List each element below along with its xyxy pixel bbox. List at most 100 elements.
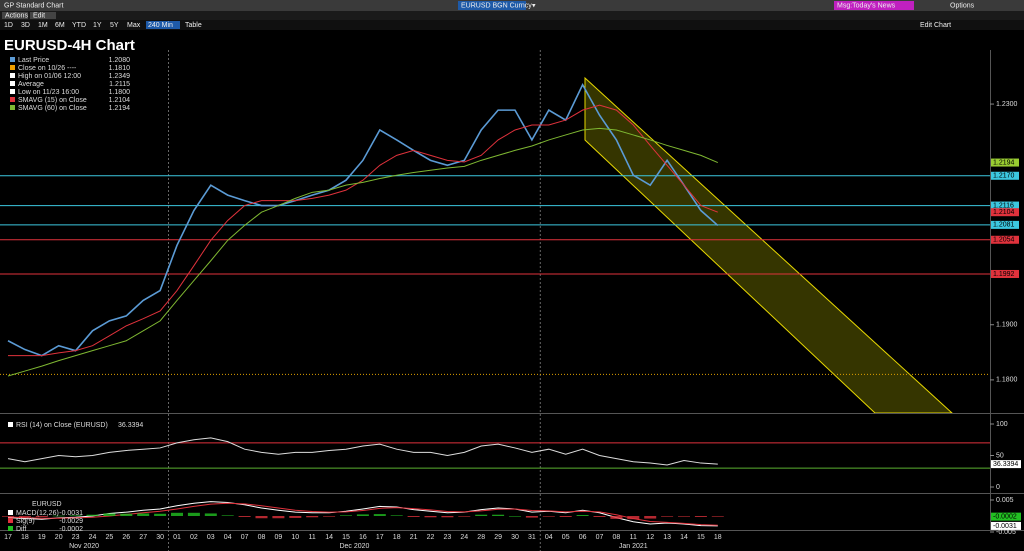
x-tick-label: 05 xyxy=(562,534,570,541)
x-tick-label: 04 xyxy=(545,534,553,541)
x-tick-label: 30 xyxy=(156,534,164,541)
legend-value: 1.2349 xyxy=(109,73,131,80)
x-tick-label: 01 xyxy=(173,534,181,541)
y-tick-label: 100 xyxy=(996,421,1008,428)
legend-swatch xyxy=(8,510,13,515)
legend-label: High on 01/06 12:00 xyxy=(18,73,81,80)
period-button[interactable]: Table xyxy=(185,22,202,29)
diff-bar xyxy=(711,516,724,517)
x-tick-label: 21 xyxy=(410,534,418,541)
series-line xyxy=(7,127,718,377)
legend-label: Close on 10/26 ---- xyxy=(18,65,77,72)
diff-bar xyxy=(221,515,234,516)
menu-button[interactable] xyxy=(2,12,28,19)
x-tick-label: 12 xyxy=(646,534,654,541)
diff-bar xyxy=(458,516,471,517)
news[interactable]: Msg:Today's News xyxy=(837,2,896,9)
diff-bar xyxy=(441,516,454,518)
ticker-box[interactable] xyxy=(458,1,526,10)
diff-bar xyxy=(2,516,14,517)
price-tag xyxy=(991,220,1019,229)
price-tag-label: 1.2081 xyxy=(993,222,1015,229)
legend-value: 1.1800 xyxy=(109,89,131,96)
edit-chart[interactable]: Edit Chart xyxy=(920,22,951,29)
diff-bar xyxy=(424,516,437,518)
diff-bar xyxy=(525,516,538,518)
ticker-dropdown[interactable]: ▾ xyxy=(532,2,536,9)
legend-label: MACD(12,26) xyxy=(16,510,59,517)
x-tick-label: 13 xyxy=(663,534,671,541)
x-tick-label: 23 xyxy=(72,534,80,541)
x-tick-label: 19 xyxy=(38,534,46,541)
menu-button[interactable] xyxy=(30,12,56,19)
diff-bar xyxy=(52,515,65,517)
y-tick-label: 0 xyxy=(996,484,1000,491)
legend-label: Last Price xyxy=(18,57,49,64)
legend-swatch xyxy=(10,97,15,102)
ticker[interactable]: EURUSD BGN Curncy xyxy=(461,2,532,9)
legend-value: 1.2104 xyxy=(109,97,131,104)
x-tick-label: 15 xyxy=(697,534,705,541)
x-tick-label: 02 xyxy=(190,534,198,541)
x-tick-label: 08 xyxy=(258,534,266,541)
period-button[interactable]: 1D xyxy=(4,22,13,29)
x-tick-label: 18 xyxy=(393,534,401,541)
price-tag xyxy=(991,171,1019,180)
period-button[interactable]: 1Y xyxy=(93,22,102,29)
x-tick-label: 24 xyxy=(89,534,97,541)
series-line xyxy=(8,104,718,357)
diff-bar xyxy=(407,516,420,517)
month-label: Dec 2020 xyxy=(339,543,369,550)
x-tick-label: 16 xyxy=(359,534,367,541)
window-title: GP Standard Chart xyxy=(4,2,63,9)
legend-swatch xyxy=(8,526,13,531)
period-button[interactable]: 1M xyxy=(38,22,48,29)
series-line xyxy=(7,501,718,527)
x-tick-label: 20 xyxy=(55,534,63,541)
legend-label: RSI (14) on Close (EURUSD) xyxy=(16,422,108,429)
x-tick-label: 23 xyxy=(444,534,452,541)
diff-bar xyxy=(661,516,674,517)
value-tag-label: 36.3394 xyxy=(993,461,1018,468)
x-tick-label: 18 xyxy=(21,534,29,541)
period-button[interactable]: 3D xyxy=(21,22,30,29)
x-tick-label: 04 xyxy=(224,534,232,541)
legend-value: 1.2115 xyxy=(109,81,130,88)
options[interactable]: Options xyxy=(950,2,975,9)
chart-title: EURUSD-4H Chart xyxy=(4,37,135,54)
diff-bar xyxy=(120,513,133,516)
period-button[interactable]: YTD xyxy=(72,22,86,29)
period-button[interactable]: 5Y xyxy=(110,22,119,29)
legend-value: 1.2194 xyxy=(109,105,131,112)
diff-bar xyxy=(610,516,623,519)
legend-label: Sig(9) xyxy=(16,518,35,525)
period-button[interactable]: 240 Min xyxy=(148,22,173,29)
legend-label: Low on 11/23 16:00 xyxy=(18,89,79,96)
price-tag-label: 1.2116 xyxy=(993,202,1014,209)
x-tick-label: 17 xyxy=(4,534,12,541)
value-tag xyxy=(991,460,1021,469)
period-button[interactable]: Max xyxy=(127,22,141,29)
diff-bar xyxy=(69,515,82,516)
diff-bar xyxy=(492,514,505,516)
diff-bar xyxy=(171,512,183,516)
diff-bar xyxy=(576,515,589,516)
active-period[interactable] xyxy=(146,21,180,29)
diff-bar xyxy=(238,516,251,517)
diff-bar xyxy=(627,516,640,520)
diff-bar xyxy=(86,514,99,516)
price-tag xyxy=(991,208,1019,217)
diff-bar xyxy=(340,515,352,516)
diff-bar xyxy=(103,513,116,516)
menu-label[interactable]: Edit xyxy=(33,12,45,19)
month-label: Jan 2021 xyxy=(619,543,648,550)
period-button[interactable]: 6M xyxy=(55,22,65,29)
menu-label[interactable]: Actions xyxy=(5,12,28,19)
price-tag-label: 1.2170 xyxy=(993,173,1015,180)
legend-swatch xyxy=(8,518,13,523)
legend-swatch xyxy=(10,73,15,78)
legend-swatch xyxy=(10,81,15,86)
legend-value: 1.2080 xyxy=(109,57,131,64)
news-box[interactable] xyxy=(834,1,914,10)
diff-bar xyxy=(509,516,521,517)
